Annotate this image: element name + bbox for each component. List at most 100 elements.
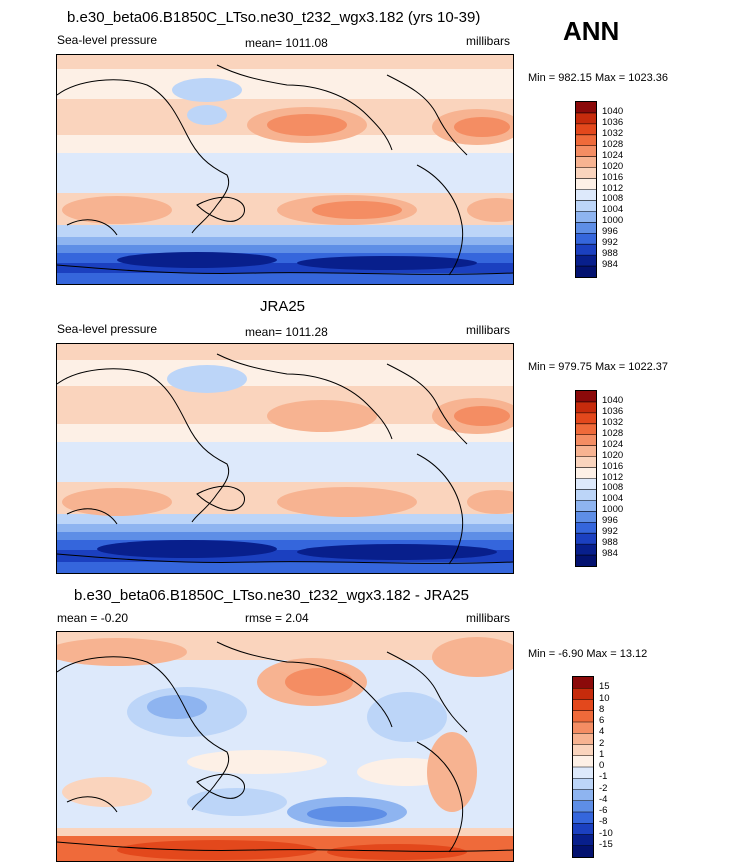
panel1-minmax: Min = 982.15 Max = 1023.36 (528, 72, 669, 84)
panel2-colorbar-swatch (576, 533, 596, 545)
panel1-variable-label: Sea-level pressure (57, 33, 158, 47)
panel1-colorbar-level-label: 1032 (602, 127, 624, 139)
panel1-colorbar-swatch (576, 266, 596, 278)
panel2-minmax: Min = 979.75 Max = 1022.37 (528, 361, 669, 373)
panel1-colorbar-level-label: 984 (602, 259, 618, 271)
panel1-map (56, 54, 514, 285)
panel3-mean: mean = -0.20 (57, 611, 129, 625)
panel3-colorbar-swatch (573, 767, 593, 779)
season-label: ANN (563, 16, 620, 46)
panel3-colorbar-level-label: 4 (599, 726, 605, 738)
panel3-colorbar-level-label: 6 (599, 715, 605, 726)
panel1-colorbar-level-label: 1036 (602, 116, 624, 128)
panel2-colorbar-level-label: 1000 (602, 504, 624, 516)
panel3-colorbar-swatch (573, 800, 593, 813)
panel1-colorbar-swatch (576, 178, 596, 190)
panel2-colorbar-level-label: 1012 (602, 471, 624, 483)
panel3-colorbar-swatch (573, 834, 593, 847)
panel3-colorbar-level-label: -15 (599, 838, 613, 850)
panel3-colorbar-swatch (573, 845, 593, 858)
panel1-colorbar-level-label: 1008 (602, 193, 624, 205)
panel2-mean: mean= 1011.28 (245, 325, 328, 339)
panel2-colorbar-level-label: 1032 (602, 416, 624, 428)
panel3-colorbar-swatch (573, 744, 593, 757)
panel3-colorbar-level-label: -6 (599, 805, 608, 816)
panel1-colorbar-level-label: 1020 (602, 160, 624, 172)
panel1-colorbar-level-label: 988 (602, 248, 618, 260)
panel3-colorbar-level-label: 2 (599, 737, 605, 749)
panel2-colorbar-swatch (576, 511, 596, 523)
panel2-colorbar-swatch (576, 478, 596, 490)
panel3-title: b.e30_beta06.B1850C_LTso.ne30_t232_wgx3.… (74, 587, 470, 604)
panel2-colorbar-swatch (576, 391, 596, 403)
panel2-colorbar-swatch (576, 423, 596, 436)
panel3-map (56, 631, 514, 862)
panel2-colorbar-swatch (576, 544, 596, 556)
panel1-mean: mean= 1011.08 (245, 36, 328, 50)
panel3-minmax: Min = -6.90 Max = 13.12 (528, 648, 648, 660)
panel1-colorbar-level-label: 996 (602, 226, 618, 238)
panel1-colorbar-swatch (576, 112, 596, 125)
panel2-units: millibars (466, 323, 511, 337)
panel1-colorbar-level-label: 1000 (602, 215, 624, 227)
panel3-rmse: rmse = 2.04 (245, 611, 309, 625)
panel3-colorbar-swatch (573, 710, 593, 723)
panel1-colorbar-level-label: 1040 (602, 105, 624, 117)
panel3-colorbar-level-label: -10 (599, 827, 613, 839)
panel2-title: JRA25 (260, 298, 306, 315)
panel3-colorbar-swatch (573, 733, 593, 745)
panel1-colorbar-level-label: 992 (602, 237, 618, 249)
panel1-units: millibars (466, 34, 511, 48)
panel1-colorbar-swatch (576, 222, 596, 234)
panel1-colorbar-swatch (576, 255, 596, 267)
panel1-colorbar-swatch (576, 189, 596, 201)
panel2-colorbar-swatch (576, 434, 596, 447)
panel1-colorbar-swatch (576, 123, 596, 136)
panel2-colorbar-level-label: 1004 (602, 493, 624, 505)
panel1-colorbar-swatch (576, 211, 596, 223)
panel2-colorbar-level-label: 996 (602, 515, 618, 527)
panel2-map-svg (57, 344, 513, 573)
panel1-colorbar-swatch (576, 156, 596, 169)
panel2-map (56, 343, 514, 574)
panel2-colorbar-level-label: 1040 (602, 394, 624, 406)
panel1-colorbar-level-label: 1004 (602, 204, 624, 216)
panel2-colorbar-swatch (576, 489, 596, 501)
panel1-colorbar-swatch (576, 233, 596, 245)
panel3-colorbar-level-label: 15 (599, 681, 610, 693)
panel3-colorbar-level-label: 8 (599, 703, 605, 715)
panel1-colorbar-swatch (576, 167, 596, 180)
panel3-map-svg (57, 632, 513, 861)
panel3-colorbar-swatch (573, 812, 593, 824)
panel2-colorbar-level-label: 988 (602, 537, 618, 549)
panel1-colorbar-swatch (576, 102, 596, 114)
panel3-colorbar-level-label: -8 (599, 816, 608, 828)
panel3-colorbar-swatch (573, 677, 593, 689)
panel1-map-svg (57, 55, 513, 284)
panel3-colorbar-swatch (573, 778, 593, 790)
panel2-colorbar-level-label: 1016 (602, 460, 624, 472)
panel2-variable-label: Sea-level pressure (57, 322, 158, 336)
panel2-colorbar-level-label: 1020 (602, 449, 624, 461)
panel1-colorbar-level-label: 1012 (602, 182, 624, 194)
panel2-colorbar-level-label: 984 (602, 548, 618, 560)
panel1-title: b.e30_beta06.B1850C_LTso.ne30_t232_wgx3.… (67, 9, 481, 26)
panel3-colorbar-level-label: -1 (599, 771, 608, 783)
panel3-colorbar-swatch (573, 688, 593, 700)
panel1-colorbar-swatch (576, 134, 596, 147)
panel2-colorbar-swatch (576, 467, 596, 479)
panel1-colorbar-box (575, 101, 597, 278)
panel1-colorbar-swatch (576, 200, 596, 212)
panel3-colorbar-level-label: 1 (599, 748, 605, 760)
panel2-colorbar-level-label: 1036 (602, 405, 624, 417)
panel1-colorbar-swatch (576, 244, 596, 256)
panel2-colorbar-swatch (576, 445, 596, 458)
panel2-colorbar-swatch (576, 500, 596, 512)
panel3-colorbar-box (572, 676, 594, 858)
panel1-colorbar-level-label: 1016 (602, 171, 624, 183)
panel3-colorbar-swatch (573, 699, 593, 712)
panel3-colorbar-level-label: -4 (599, 793, 608, 805)
panel3-colorbar-swatch (573, 789, 593, 802)
panel2-colorbar-level-label: 1024 (602, 438, 624, 450)
panel2-colorbar-level-label: 1008 (602, 482, 624, 494)
